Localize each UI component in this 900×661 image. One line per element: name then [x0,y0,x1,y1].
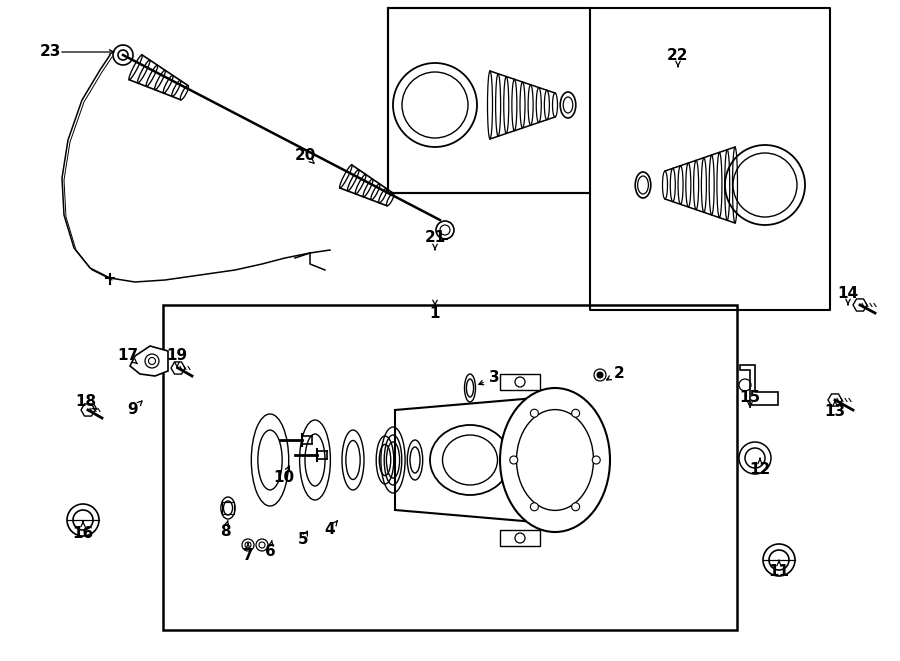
Text: 19: 19 [166,348,187,364]
Polygon shape [81,404,95,416]
Text: 18: 18 [76,395,96,410]
Circle shape [530,503,538,511]
Text: 9: 9 [128,403,139,418]
Circle shape [572,503,580,511]
Bar [163,305,737,630]
Polygon shape [740,365,778,405]
Text: 21: 21 [425,231,446,245]
Text: 6: 6 [265,545,275,559]
Text: 8: 8 [220,524,230,539]
Text: 5: 5 [298,533,309,547]
Text: 23: 23 [40,44,60,59]
Text: 14: 14 [837,286,859,301]
Text: 3: 3 [489,371,500,385]
Text: 1: 1 [430,307,440,321]
Text: 17: 17 [117,348,139,364]
Text: 12: 12 [750,463,770,477]
Text: 16: 16 [72,525,94,541]
Circle shape [530,409,538,417]
Ellipse shape [430,425,510,495]
Polygon shape [171,362,185,374]
Circle shape [597,372,603,378]
Polygon shape [853,299,867,311]
Circle shape [509,456,518,464]
Bar [388,8,590,193]
Text: 2: 2 [614,366,625,381]
Polygon shape [130,346,168,376]
Polygon shape [395,395,570,525]
Text: 4: 4 [325,522,336,537]
Bar [500,374,540,390]
Text: 22: 22 [667,48,688,63]
Ellipse shape [500,388,610,532]
Polygon shape [828,394,842,406]
Circle shape [572,487,578,493]
Text: 13: 13 [824,405,846,420]
Circle shape [572,409,580,417]
Bar [500,530,540,546]
Text: 11: 11 [769,564,789,580]
Text: 15: 15 [740,391,760,405]
Circle shape [592,456,600,464]
Text: 7: 7 [243,547,253,563]
Text: 20: 20 [294,147,316,163]
Text: 10: 10 [274,469,294,485]
Bar [222,502,234,514]
